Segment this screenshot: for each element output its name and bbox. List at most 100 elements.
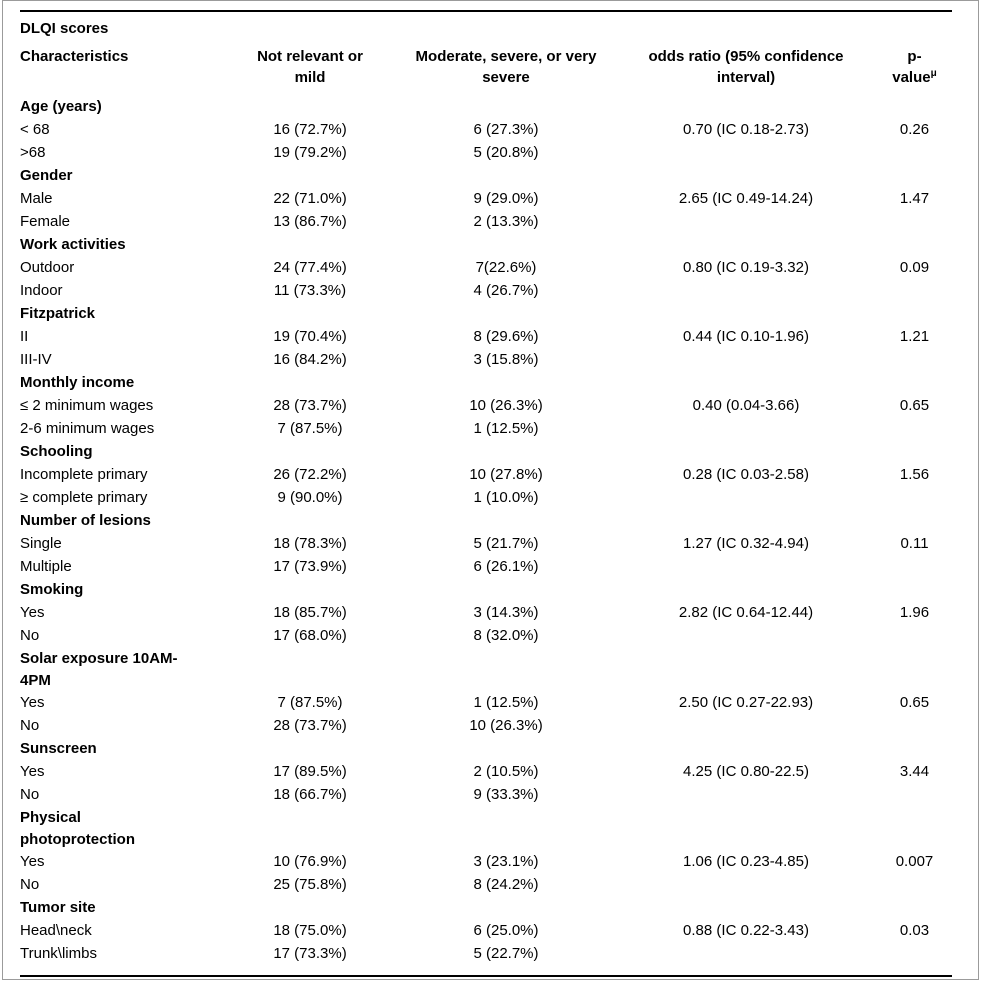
p-value-cell (875, 418, 954, 441)
moderate-severe-cell: 3 (15.8%) (473, 351, 539, 368)
column-header-row: Characteristics Not relevant or mild Mod… (20, 44, 954, 96)
data-row: Female 13 (86.7%) 2 (13.3%) (20, 211, 954, 234)
p-value-cell: 0.007 (895, 853, 934, 870)
moderate-severe-cell: 5 (21.7%) (473, 535, 539, 552)
odds-ratio-cell (617, 280, 875, 303)
odds-ratio-cell: 1.06 (IC 0.23-4.85) (683, 853, 809, 870)
moderate-severe-cell: 1 (12.5%) (473, 420, 539, 437)
moderate-severe-cell: 1 (10.0%) (473, 489, 539, 506)
p-value-cell: 1.47 (899, 190, 930, 207)
section-header-row: Schooling (20, 441, 954, 464)
data-row: No 28 (73.7%) 10 (26.3%) (20, 715, 954, 738)
odds-ratio-cell: 0.44 (IC 0.10-1.96) (683, 328, 809, 345)
p-value-superscript: μ (930, 68, 937, 79)
p-value-cell (875, 556, 954, 579)
section-header-cell: Schooling (20, 443, 93, 460)
moderate-severe-cell: 2 (13.3%) (473, 213, 539, 230)
moderate-severe-cell: 3 (14.3%) (473, 604, 539, 621)
section-header-row: Physical photoprotection (20, 807, 954, 851)
section-header-row: Smoking (20, 579, 954, 602)
characteristic-cell: No (20, 786, 40, 803)
odds-ratio-cell (617, 487, 875, 510)
data-row: Multiple 17 (73.9%) 6 (26.1%) (20, 556, 954, 579)
moderate-severe-cell: 10 (26.3%) (469, 397, 543, 414)
section-header-cell: Fitzpatrick (20, 305, 96, 322)
characteristic-cell: >68 (20, 144, 46, 161)
not-relevant-or-mild-cell: 11 (73.3%) (273, 282, 347, 299)
odds-ratio-cell (617, 784, 875, 807)
data-row: Indoor 11 (73.3%) 4 (26.7%) (20, 280, 954, 303)
characteristic-cell: No (20, 876, 40, 893)
p-value-cell (875, 625, 954, 648)
not-relevant-or-mild-cell: 13 (86.7%) (273, 213, 347, 230)
moderate-severe-cell: 9 (33.3%) (473, 786, 539, 803)
characteristic-cell: Yes (20, 853, 45, 870)
section-header-cell: Work activities (20, 236, 126, 253)
not-relevant-or-mild-cell: 17 (68.0%) (273, 627, 347, 644)
not-relevant-or-mild-cell: 18 (85.7%) (273, 604, 347, 621)
odds-ratio-cell (617, 418, 875, 441)
data-row: No 18 (66.7%) 9 (33.3%) (20, 784, 954, 807)
odds-ratio-cell: 2.65 (IC 0.49-14.24) (678, 190, 814, 207)
section-header-cell: Sunscreen (20, 740, 97, 757)
p-value-cell: 0.09 (899, 259, 930, 276)
data-row: ≥ complete primary 9 (90.0%) 1 (10.0%) (20, 487, 954, 510)
section-header-row: Tumor site (20, 897, 954, 920)
p-value-cell: 3.44 (899, 763, 930, 780)
p-value-cell (875, 211, 954, 234)
section-header-cell: Gender (20, 167, 73, 184)
data-row: II 19 (70.4%) 8 (29.6%) 0.44 (IC 0.10-1.96)… (20, 326, 954, 349)
data-row: Yes 7 (87.5%) 1 (12.5%) 2.50 (IC 0.27-22.93… (20, 692, 954, 715)
p-value-cell (875, 784, 954, 807)
characteristic-cell: Multiple (20, 558, 72, 575)
not-relevant-or-mild-cell: 7 (87.5%) (277, 420, 343, 437)
not-relevant-or-mild-cell: 19 (79.2%) (273, 144, 347, 161)
not-relevant-or-mild-cell: 28 (73.7%) (273, 717, 347, 734)
odds-ratio-cell: 1.27 (IC 0.32-4.94) (683, 535, 809, 552)
data-row: Trunk\limbs 17 (73.3%) 5 (22.7%) (20, 943, 954, 966)
data-row: >68 19 (79.2%) 5 (20.8%) (20, 142, 954, 165)
not-relevant-or-mild-cell: 26 (72.2%) (273, 466, 347, 483)
odds-ratio-cell: 2.82 (IC 0.64-12.44) (678, 604, 814, 621)
odds-ratio-cell (617, 625, 875, 648)
odds-ratio-cell (617, 142, 875, 165)
p-value-cell: 0.65 (899, 397, 930, 414)
moderate-severe-cell: 9 (29.0%) (473, 190, 539, 207)
characteristic-cell: ≤ 2 minimum wages (20, 397, 154, 414)
col-header-characteristics: Characteristics (20, 48, 129, 65)
not-relevant-or-mild-cell: 22 (71.0%) (273, 190, 347, 207)
section-header-cell: Number of lesions (20, 512, 151, 529)
p-value-cell: 1.56 (899, 466, 930, 483)
characteristic-cell: Incomplete primary (20, 466, 148, 483)
section-header-cell: Solar exposure 10AM- 4PM (20, 650, 178, 689)
not-relevant-or-mild-cell: 17 (73.3%) (273, 945, 347, 962)
data-row: No 17 (68.0%) 8 (32.0%) (20, 625, 954, 648)
odds-ratio-cell: 0.28 (IC 0.03-2.58) (683, 466, 809, 483)
section-header-row: Work activities (20, 234, 954, 257)
not-relevant-or-mild-cell: 18 (78.3%) (273, 535, 347, 552)
table-title: DLQI scores (20, 20, 109, 37)
data-row: Head\neck 18 (75.0%) 6 (25.0%) 0.88 (IC 0.2… (20, 920, 954, 943)
moderate-severe-cell: 1 (12.5%) (473, 694, 539, 711)
moderate-severe-cell: 6 (27.3%) (473, 121, 539, 138)
moderate-severe-cell: 8 (29.6%) (473, 328, 539, 345)
not-relevant-or-mild-cell: 10 (76.9%) (273, 853, 347, 870)
data-row: 2-6 minimum wages 7 (87.5%) 1 (12.5%) (20, 418, 954, 441)
p-value-cell (875, 349, 954, 372)
not-relevant-or-mild-cell: 18 (75.0%) (273, 922, 347, 939)
col-header-not-relevant-or-mild: Not relevant or mild (257, 48, 363, 86)
table-body: Age (years) < 68 16 (72.7%) 6 (27.3%) 0.70 (… (20, 96, 954, 966)
p-value-cell (875, 280, 954, 303)
col-header-moderate-severe-very-severe: Moderate, severe, or very severe (415, 48, 597, 86)
characteristic-cell: No (20, 627, 40, 644)
p-value-cell: 0.11 (900, 535, 929, 552)
moderate-severe-cell: 6 (25.0%) (473, 922, 539, 939)
characteristic-cell: Indoor (20, 282, 63, 299)
moderate-severe-cell: 3 (23.1%) (473, 853, 539, 870)
moderate-severe-cell: 5 (20.8%) (473, 144, 539, 161)
col-header-p-value: p- valueμ (875, 44, 954, 96)
p-value-cell: 0.65 (899, 694, 930, 711)
not-relevant-or-mild-cell: 17 (73.9%) (273, 558, 347, 575)
p-value-cell (875, 943, 954, 966)
characteristic-cell: Yes (20, 763, 45, 780)
